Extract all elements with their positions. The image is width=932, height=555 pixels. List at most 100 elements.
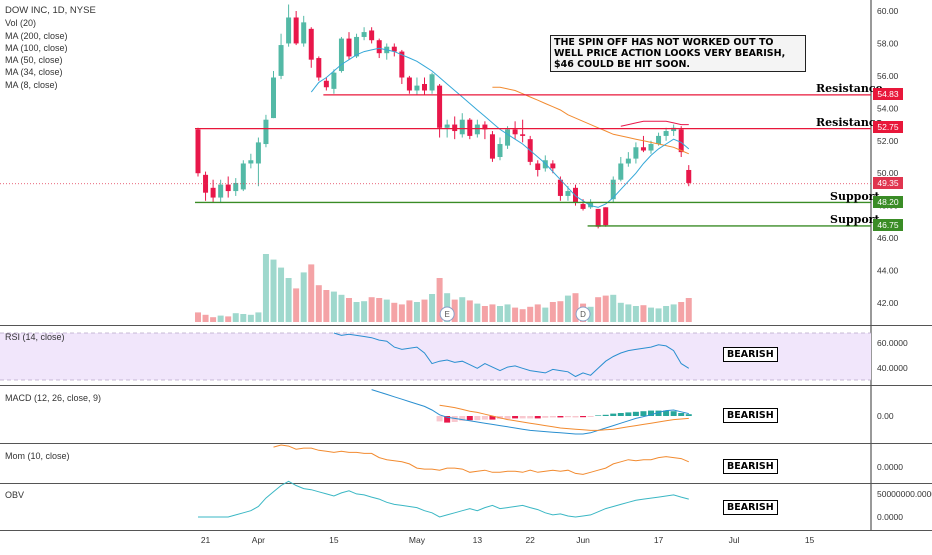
macd-hist-bar: [436, 416, 443, 422]
volume-bar: [519, 309, 526, 322]
candle-body: [678, 129, 684, 153]
candle-body: [376, 40, 382, 54]
candle-body: [391, 46, 397, 52]
macd-title: MACD (12, 26, close, 9): [5, 393, 102, 403]
volume-bar: [459, 297, 466, 322]
candle-body: [625, 158, 631, 164]
macd-hist-bar: [648, 410, 654, 416]
candle-body: [610, 179, 616, 200]
volume-bar: [195, 312, 201, 322]
indicator-ma-100: MA (100, close): [5, 42, 68, 53]
candle-body: [444, 124, 450, 128]
candle-body: [459, 119, 465, 135]
macd-bearish-badge: BEARISH: [723, 408, 778, 423]
candle-body: [580, 204, 586, 209]
mom-bearish-badge: BEARISH: [723, 459, 778, 474]
volume-bar: [489, 304, 496, 322]
rsi-bearish-badge: BEARISH: [723, 347, 778, 362]
pane-axis-label: 60.0000: [877, 338, 908, 348]
candle-body: [308, 28, 314, 60]
resistance-label-1: Resistance: [816, 82, 883, 95]
volume-bar: [308, 264, 315, 322]
candle-body: [248, 160, 254, 164]
volume-bar: [247, 314, 254, 322]
volume-bar: [421, 299, 428, 322]
macd-hist-bar: [670, 411, 677, 416]
candle-body: [663, 131, 669, 136]
volume-bar: [504, 304, 511, 322]
volume-bar: [300, 272, 307, 322]
candle-body: [512, 129, 518, 135]
obv-bearish-badge: BEARISH: [723, 500, 778, 515]
volume-bar: [391, 302, 398, 322]
macd-hist-bar: [549, 416, 556, 418]
candle-body: [482, 124, 488, 130]
volume-bar: [346, 298, 352, 322]
volume-bar: [278, 267, 285, 322]
time-tick-label: Jun: [576, 535, 590, 545]
candle-body: [656, 135, 662, 145]
ma-fast-line: [310, 47, 690, 208]
volume-bar: [632, 306, 639, 322]
macd-hist-bar: [595, 415, 602, 416]
time-tick-label: 21: [201, 535, 211, 545]
price-tick-label: 44.00: [877, 266, 899, 276]
candle-body: [474, 124, 480, 135]
price-tick-label: 58.00: [877, 38, 899, 48]
event-marker-circle: [575, 306, 591, 322]
volume-bar: [497, 306, 503, 322]
candle-body: [399, 51, 405, 78]
volume-bar: [330, 291, 337, 322]
candle-body: [414, 85, 420, 91]
candle-body: [218, 184, 224, 198]
volume-bar: [474, 303, 481, 322]
candle-body: [225, 184, 231, 192]
time-tick-label: 15: [805, 535, 815, 545]
volume-bar: [564, 295, 571, 322]
chart-legend: DOW INC, 1D, NYSE Vol (20) MA (200, clos…: [5, 5, 96, 91]
macd-hist-bar: [678, 413, 685, 416]
candle-body: [346, 38, 352, 57]
volume-bar: [361, 301, 368, 322]
volume-bar: [549, 302, 556, 322]
macd-hist-bar: [617, 413, 624, 416]
volume-bar: [678, 302, 685, 322]
volume-bar: [512, 307, 519, 322]
macd-line: [371, 389, 689, 435]
volume-bar: [602, 295, 609, 322]
volume-bar: [270, 259, 277, 322]
macd-hist-bar: [587, 416, 594, 417]
candle-body: [467, 119, 473, 136]
candle-body: [437, 85, 443, 128]
candle-body: [361, 32, 367, 37]
indicator-ma-34: MA (34, close): [5, 67, 63, 78]
rsi-title: RSI (14, close): [5, 332, 65, 342]
time-tick-label: 13: [473, 535, 483, 545]
macd-signal-line: [439, 404, 689, 431]
event-marker-circle: [439, 306, 455, 322]
macd-hist-bar: [504, 416, 511, 419]
indicator-ma-8: MA (8, close): [5, 79, 58, 90]
candle-body: [542, 160, 548, 169]
candle-body: [429, 74, 435, 91]
macd-hist-bar: [527, 416, 534, 419]
macd-hist-bar: [572, 416, 579, 418]
price-tick-label: 52.00: [877, 136, 899, 146]
candle-body: [422, 84, 427, 91]
candle-body: [520, 134, 526, 136]
candle-body: [354, 36, 360, 57]
macd-hist-bar: [640, 411, 647, 416]
price-tick-label: 42.00: [877, 298, 899, 308]
volume-bar: [293, 288, 300, 322]
price-tick-label: 50.00: [877, 168, 899, 178]
volume-bar: [323, 290, 330, 322]
price-tag-54-83: 54.83: [873, 88, 903, 100]
macd-hist-bar: [459, 416, 466, 421]
horizontal-levels: [0, 94, 871, 227]
volume-bar: [413, 302, 420, 322]
analysis-note: THE SPIN OFF HAS NOT WORKED OUT TO WELL …: [550, 35, 806, 72]
candle-body: [301, 22, 307, 44]
